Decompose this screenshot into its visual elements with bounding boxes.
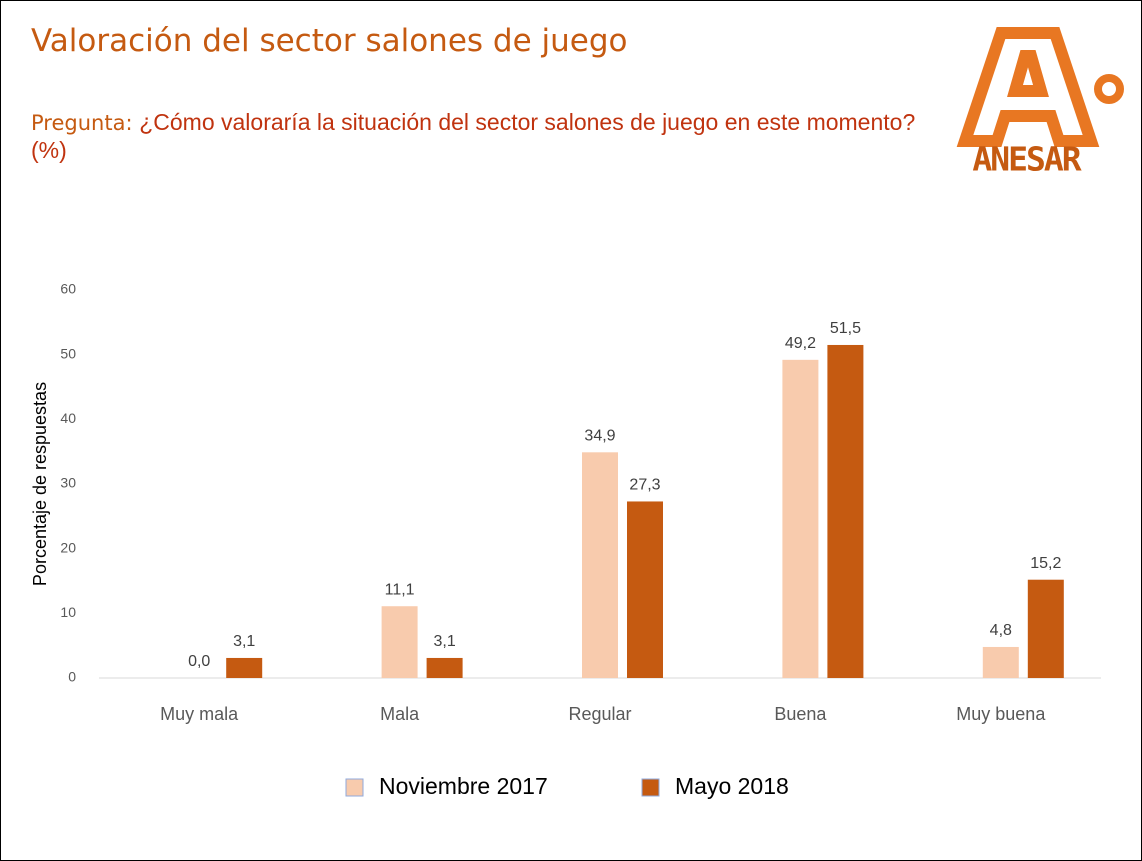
subtitle: Pregunta: ¿Cómo valoraría la situación d… [31, 109, 921, 164]
y-tick-label: 40 [60, 410, 76, 426]
y-tick-label: 0 [68, 669, 76, 685]
y-tick-label: 20 [60, 539, 76, 555]
data-label: 34,9 [584, 428, 615, 445]
x-tick-label: Regular [568, 704, 631, 724]
data-label: 4,8 [990, 622, 1012, 639]
x-tick-label: Muy buena [956, 704, 1046, 724]
logo-text: ANESAR [972, 140, 1081, 179]
data-label: 3,1 [433, 633, 455, 650]
logo: ANESAR [956, 27, 1124, 179]
x-tick-label: Muy mala [160, 704, 239, 724]
bar [426, 657, 463, 678]
data-label: 49,2 [785, 335, 816, 352]
legend-swatch [345, 778, 364, 797]
data-label: 3,1 [233, 633, 255, 650]
bar [982, 646, 1019, 678]
bar [381, 606, 418, 678]
data-label: 51,5 [830, 320, 861, 337]
bar [627, 501, 663, 678]
data-label: 27,3 [629, 477, 660, 494]
x-tick-label: Mala [380, 704, 420, 724]
slide-title: Valoración del sector salones de juego [31, 23, 628, 59]
question-label: Pregunta: [31, 111, 133, 135]
y-axis-title: Porcentaje de respuestas [30, 382, 50, 586]
legend-label: Mayo 2018 [675, 773, 789, 799]
y-tick-label: 60 [60, 281, 76, 297]
data-label: 0,0 [188, 653, 210, 670]
bar [226, 657, 263, 678]
y-tick-label: 50 [60, 345, 76, 361]
data-label: 15,2 [1030, 555, 1061, 572]
y-tick-label: 30 [60, 475, 76, 491]
bar [582, 452, 618, 678]
data-label: 11,1 [385, 581, 415, 598]
question: ¿Cómo valoraría la situación del sector … [139, 109, 916, 135]
legend-label: Noviembre 2017 [379, 773, 548, 799]
y-tick-label: 10 [60, 604, 76, 620]
logo-circle [1094, 74, 1124, 104]
bar [827, 344, 864, 678]
bar [782, 359, 819, 678]
x-tick-label: Buena [774, 704, 827, 724]
bar [1027, 579, 1064, 678]
legend-swatch [641, 778, 660, 797]
unit: (%) [31, 137, 67, 163]
logo-mark [956, 27, 1100, 147]
